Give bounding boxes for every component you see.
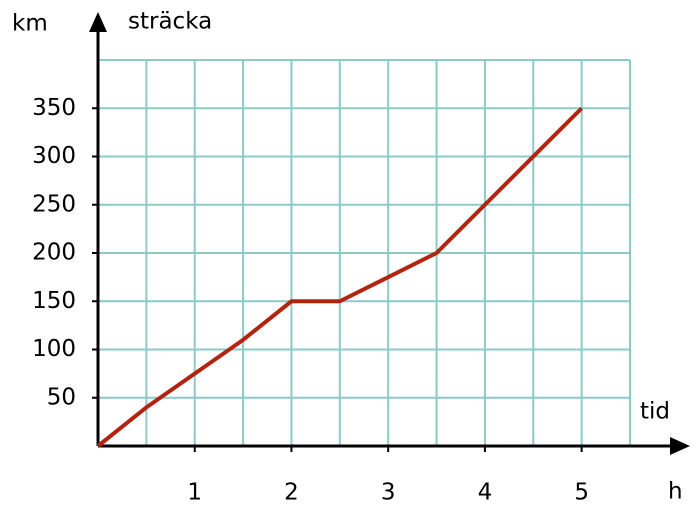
y-unit: km <box>12 11 48 37</box>
x-arrow <box>670 437 690 455</box>
y-tick-label: 250 <box>32 191 76 217</box>
y-tick-label: 200 <box>32 240 76 266</box>
y-tick-label: 350 <box>32 95 76 121</box>
x-tick-label: 1 <box>187 480 202 506</box>
y-axis-label: sträcka <box>128 9 212 35</box>
x-tick-label: 2 <box>284 480 299 506</box>
y-tick-label: 50 <box>47 384 76 410</box>
y-tick-label: 150 <box>32 288 76 314</box>
x-tick-label: 5 <box>574 480 589 506</box>
x-axis-label: tid <box>640 399 670 425</box>
y-tick-label: 100 <box>32 336 76 362</box>
y-tick-label: 300 <box>32 143 76 169</box>
y-arrow <box>89 12 107 32</box>
x-unit: h <box>668 479 683 505</box>
x-tick-label: 4 <box>478 480 493 506</box>
data-line <box>96 106 584 448</box>
x-tick-label: 3 <box>381 480 396 506</box>
